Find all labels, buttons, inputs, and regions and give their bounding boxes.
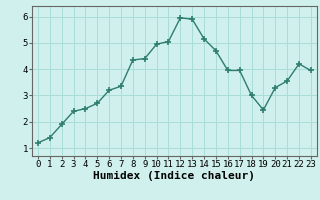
X-axis label: Humidex (Indice chaleur): Humidex (Indice chaleur) xyxy=(93,171,255,181)
